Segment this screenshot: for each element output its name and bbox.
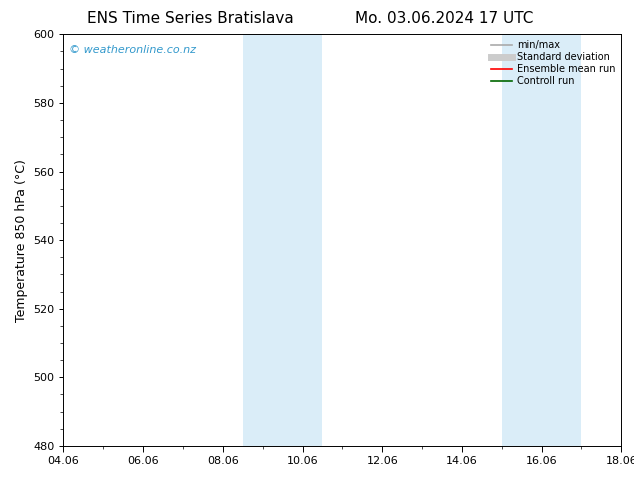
Bar <box>501 34 581 446</box>
Text: Mo. 03.06.2024 17 UTC: Mo. 03.06.2024 17 UTC <box>354 11 533 26</box>
Text: ENS Time Series Bratislava: ENS Time Series Bratislava <box>87 11 294 26</box>
Bar <box>243 34 323 446</box>
Legend: min/max, Standard deviation, Ensemble mean run, Controll run: min/max, Standard deviation, Ensemble me… <box>487 36 619 90</box>
Text: © weatheronline.co.nz: © weatheronline.co.nz <box>69 45 196 54</box>
Y-axis label: Temperature 850 hPa (°C): Temperature 850 hPa (°C) <box>15 159 27 321</box>
